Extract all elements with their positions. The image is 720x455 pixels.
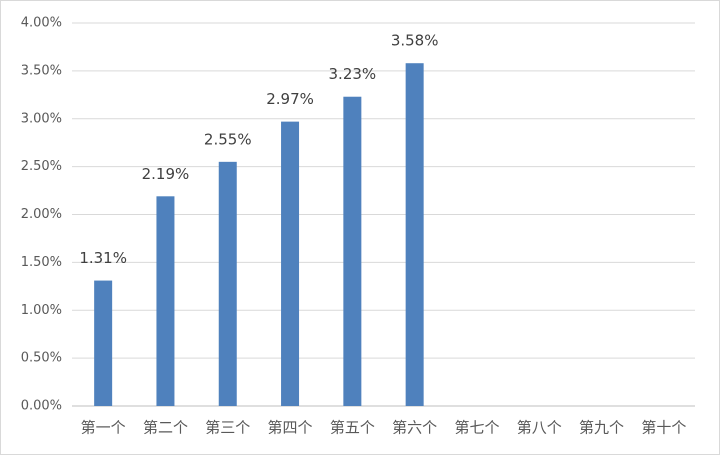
y-tick-label: 2.50% (21, 159, 62, 174)
y-tick-label: 3.00% (21, 111, 62, 126)
x-tick-label: 第二个 (143, 419, 188, 437)
y-tick-label: 1.50% (21, 255, 62, 270)
x-tick-label: 第八个 (517, 419, 562, 437)
x-tick-label: 第九个 (579, 419, 624, 437)
bar (281, 121, 300, 406)
x-tick-label: 第一个 (81, 419, 126, 437)
value-label: 3.23% (329, 65, 377, 83)
y-tick-label: 4.00% (21, 16, 62, 31)
y-tick-label: 1.00% (21, 303, 62, 318)
value-label: 2.19% (142, 165, 190, 183)
bar (343, 96, 362, 406)
y-tick-label: 0.00% (21, 399, 62, 414)
value-label: 2.55% (204, 130, 252, 148)
value-label: 2.97% (266, 90, 314, 108)
y-tick-label: 2.00% (21, 207, 62, 222)
x-tick-label: 第十个 (641, 419, 686, 437)
bar (405, 63, 424, 407)
y-tick-label: 3.50% (21, 63, 62, 78)
bar (156, 196, 175, 406)
x-tick-label: 第五个 (330, 419, 375, 437)
x-tick-label: 第七个 (454, 419, 499, 437)
x-tick-label: 第三个 (205, 419, 250, 437)
y-tick-label: 0.50% (21, 351, 62, 366)
value-label: 3.58% (391, 32, 439, 50)
value-label: 1.31% (79, 249, 127, 267)
bar (218, 161, 237, 406)
x-tick-label: 第四个 (268, 419, 313, 437)
x-tick-label: 第六个 (392, 419, 437, 437)
bar (94, 280, 113, 406)
